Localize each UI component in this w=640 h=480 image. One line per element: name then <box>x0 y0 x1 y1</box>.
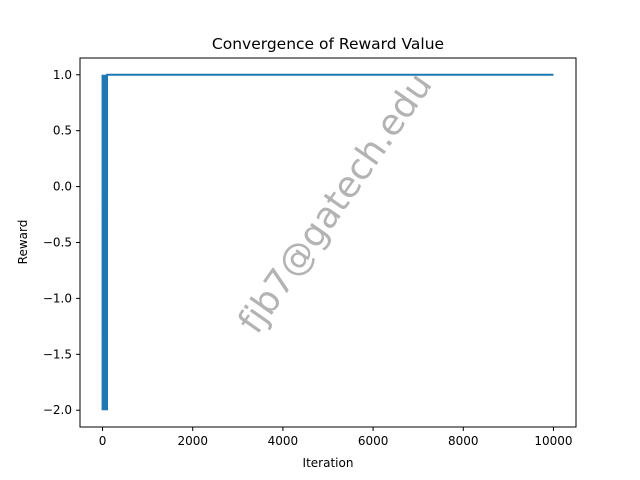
reward-series-line <box>101 73 554 411</box>
y-tick-label: −0.5 <box>43 236 72 250</box>
y-tick-label: −1.0 <box>43 291 72 305</box>
x-tick-label: 10000 <box>534 434 572 448</box>
y-tick-label: 0.5 <box>53 124 72 138</box>
y-tick-label: −2.0 <box>43 403 72 417</box>
y-tick-label: 1.0 <box>53 68 72 82</box>
series-layer <box>101 73 554 411</box>
chart-title: Convergence of Reward Value <box>212 35 444 53</box>
x-tick-label: 4000 <box>268 434 299 448</box>
y-axis: 1.0 0.5 0.0 −0.5 −1.0 −1.5 −2.0 <box>43 68 80 417</box>
y-axis-label: Reward <box>16 220 30 265</box>
y-tick-label: −1.5 <box>43 347 72 361</box>
plot-area: fjb7@gatech.edu <box>79 57 577 428</box>
watermark-text: fjb7@gatech.edu <box>231 66 441 341</box>
x-tick-label: 6000 <box>358 434 389 448</box>
x-axis: 0 2000 4000 6000 8000 10000 <box>99 427 573 448</box>
x-tick-label: 8000 <box>448 434 479 448</box>
x-tick-label: 2000 <box>177 434 208 448</box>
y-tick-label: 0.0 <box>53 180 72 194</box>
x-tick-label: 0 <box>99 434 107 448</box>
x-axis-label: Iteration <box>303 456 354 470</box>
